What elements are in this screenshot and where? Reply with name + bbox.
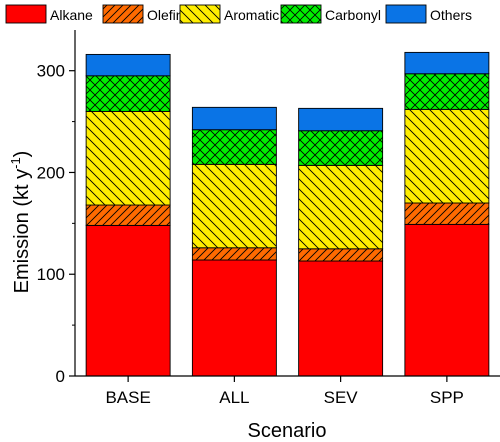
legend-label-others: Others xyxy=(430,7,472,23)
y-tick-label: 200 xyxy=(37,163,65,182)
bar-base-alkane xyxy=(85,224,171,377)
bar-all-aromatic xyxy=(191,163,277,249)
bar-all-others xyxy=(191,106,277,131)
y-axis-title: Emission (kt y-1) xyxy=(8,151,33,294)
legend-label-carbonyl: Carbonyl xyxy=(325,7,381,23)
legend-swatch-alkane xyxy=(5,4,47,24)
bar-base-aromatic xyxy=(85,110,171,206)
bar-spp-alkane xyxy=(404,223,490,377)
bar-base-carbonyl xyxy=(85,75,171,112)
bar-spp-others xyxy=(404,51,490,75)
y-tick-label: 300 xyxy=(37,62,65,81)
x-axis-title: Scenario xyxy=(248,420,327,442)
x-tick-label-all: ALL xyxy=(219,388,249,407)
x-tick-label-sev: SEV xyxy=(324,388,359,407)
bar-all-carbonyl xyxy=(191,129,277,165)
bar-all-olefin xyxy=(191,247,277,261)
y-tick-label: 0 xyxy=(56,367,65,386)
bar-spp-carbonyl xyxy=(404,73,490,110)
legend-swatch-carbonyl xyxy=(280,4,322,24)
bar-base-olefin xyxy=(85,204,171,226)
bar-spp-aromatic xyxy=(404,108,490,204)
x-tick-label-spp: SPP xyxy=(430,388,464,407)
bar-sev-aromatic xyxy=(298,164,384,250)
y-tick-label: 100 xyxy=(37,265,65,284)
bar-sev-others xyxy=(298,107,384,132)
x-tick-label-base: BASE xyxy=(105,388,150,407)
legend-label-alkane: Alkane xyxy=(50,7,93,23)
bar-base-others xyxy=(85,53,171,77)
legend: Alkane Olefin Aromatic Carbonyl Others xyxy=(5,4,472,24)
bar-sev-olefin xyxy=(298,248,384,262)
legend-label-aromatic: Aromatic xyxy=(224,7,279,23)
bar-sev-carbonyl xyxy=(298,130,384,166)
legend-swatch-olefin xyxy=(102,4,144,24)
legend-swatch-aromatic xyxy=(179,4,221,24)
bar-sev-alkane xyxy=(298,260,384,377)
bar-all-alkane xyxy=(191,259,277,377)
legend-swatch-others xyxy=(385,4,427,24)
bar-spp-olefin xyxy=(404,202,490,225)
axes-group: 0 100 200 300 BASE ALL SEV SPP xyxy=(37,30,500,407)
legend-label-olefin: Olefin xyxy=(147,7,184,23)
bars-group xyxy=(85,51,490,377)
